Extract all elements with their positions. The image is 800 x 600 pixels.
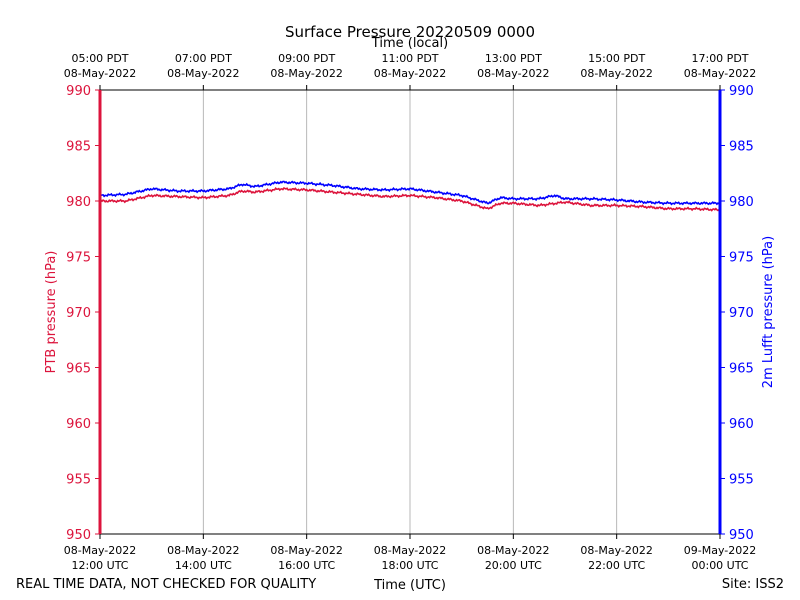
top-tick-time: 13:00 PDT <box>485 52 542 65</box>
top-tick-time: 15:00 PDT <box>588 52 645 65</box>
left-tick-label: 950 <box>66 528 91 543</box>
quality-note: REAL TIME DATA, NOT CHECKED FOR QUALITY <box>16 577 316 592</box>
top-tick-date: 08-May-2022 <box>580 67 652 80</box>
lufft-pressure-line <box>99 180 721 206</box>
right-tick-label: 975 <box>729 251 754 266</box>
top-tick-time: 11:00 PDT <box>381 52 438 65</box>
right-tick-label: 950 <box>729 528 754 543</box>
right-axis-label: 2m Lufft pressure (hPa) <box>761 236 776 388</box>
bottom-tick-date: 08-May-2022 <box>580 544 652 557</box>
left-tick-label: 985 <box>66 140 91 155</box>
bottom-tick-time: 00:00 UTC <box>691 559 748 572</box>
left-tick-label: 955 <box>66 473 91 488</box>
top-tick-time: 05:00 PDT <box>71 52 128 65</box>
bottom-tick-date: 08-May-2022 <box>374 544 446 557</box>
right-tick-label: 960 <box>729 417 754 432</box>
right-tick-label: 985 <box>729 140 754 155</box>
bottom-tick-date: 08-May-2022 <box>270 544 342 557</box>
bottom-tick-time: 12:00 UTC <box>71 559 128 572</box>
top-tick-date: 08-May-2022 <box>167 67 239 80</box>
bottom-tick-time: 22:00 UTC <box>588 559 645 572</box>
tick-labels: 950 950 955 955 960 960 965 965 970 970 975 975 980 9… <box>64 52 756 572</box>
chart-title: Surface Pressure 20220509 0000 <box>285 23 535 41</box>
grid-lines <box>202 90 618 534</box>
top-tick-date: 08-May-2022 <box>270 67 342 80</box>
left-tick-label: 960 <box>66 417 91 432</box>
bottom-axis-label: Time (UTC) <box>373 578 446 593</box>
top-tick-date: 08-May-2022 <box>477 67 549 80</box>
bottom-tick-date: 08-May-2022 <box>477 544 549 557</box>
right-tick-label: 955 <box>729 473 754 488</box>
bottom-tick-time: 18:00 UTC <box>381 559 438 572</box>
left-tick-label: 965 <box>66 362 91 377</box>
left-axis-label: PTB pressure (hPa) <box>44 251 59 374</box>
top-tick-date: 08-May-2022 <box>374 67 446 80</box>
left-tick-label: 980 <box>66 195 91 210</box>
ptb-pressure-line <box>99 186 721 212</box>
right-tick-label: 990 <box>729 84 754 99</box>
site-label: Site: ISS2 <box>722 577 784 592</box>
bottom-tick-time: 20:00 UTC <box>485 559 542 572</box>
bottom-tick-date: 09-May-2022 <box>684 544 756 557</box>
top-tick-time: 17:00 PDT <box>691 52 748 65</box>
right-tick-label: 970 <box>729 306 754 321</box>
left-tick-label: 990 <box>66 84 91 99</box>
bottom-tick-date: 08-May-2022 <box>167 544 239 557</box>
axes <box>95 85 725 539</box>
left-tick-label: 975 <box>66 251 91 266</box>
top-tick-time: 07:00 PDT <box>175 52 232 65</box>
bottom-tick-time: 16:00 UTC <box>278 559 335 572</box>
top-axis-label: Time (local) <box>371 36 448 51</box>
series-layer <box>99 180 721 212</box>
top-tick-time: 09:00 PDT <box>278 52 335 65</box>
right-tick-label: 980 <box>729 195 754 210</box>
bottom-tick-date: 08-May-2022 <box>64 544 136 557</box>
right-tick-label: 965 <box>729 362 754 377</box>
top-tick-date: 08-May-2022 <box>684 67 756 80</box>
bottom-tick-time: 14:00 UTC <box>175 559 232 572</box>
top-tick-date: 08-May-2022 <box>64 67 136 80</box>
left-tick-label: 970 <box>66 306 91 321</box>
